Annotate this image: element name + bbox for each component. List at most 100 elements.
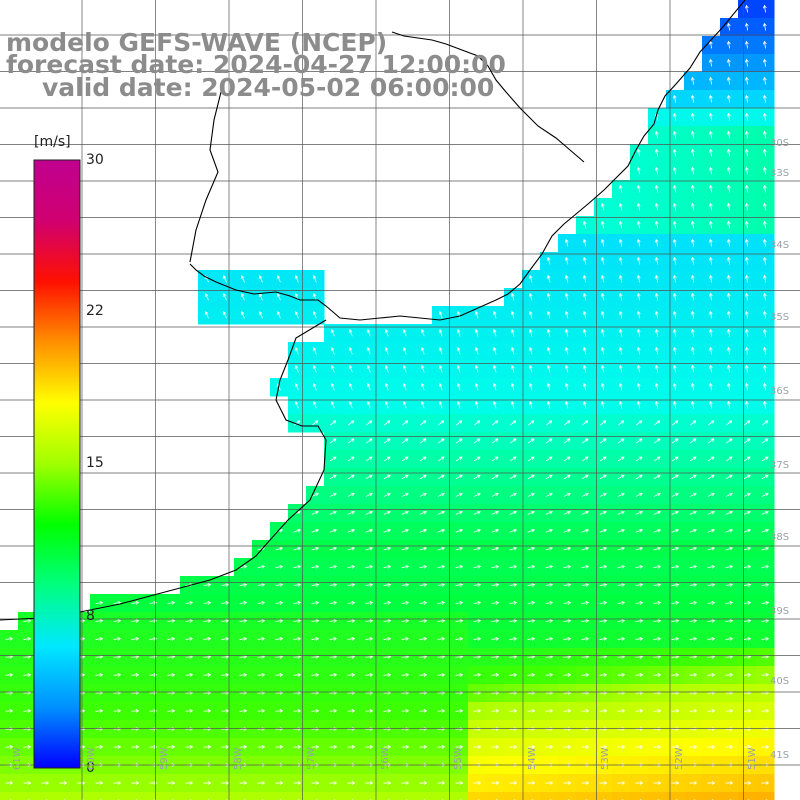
wind-arrow (744, 94, 749, 103)
wind-arrow (600, 382, 605, 391)
wind-arrow (653, 438, 661, 444)
wind-arrow (654, 256, 659, 265)
wind-arrow (401, 709, 410, 713)
wind-arrow (725, 600, 734, 605)
wind-arrow (653, 564, 662, 569)
wind-arrow (762, 166, 767, 175)
wind-arrow (636, 256, 641, 265)
wind-arrow (23, 636, 32, 641)
wind-arrow (690, 76, 695, 85)
wind-arrow (563, 456, 571, 462)
wind-arrow (654, 420, 661, 426)
wind-arrow (617, 781, 626, 785)
wind-arrow (636, 364, 641, 373)
wind-arrow (239, 709, 248, 713)
wind-arrow (473, 673, 482, 677)
lat-label: 35S (770, 312, 790, 323)
wind-arrow (401, 781, 410, 785)
wind-arrow (221, 600, 230, 605)
wind-arrow (545, 510, 553, 515)
wind-arrow (311, 528, 320, 533)
wind-arrow (113, 781, 122, 785)
wind-arrow (546, 292, 551, 301)
wind-arrow (635, 456, 643, 462)
wind-arrow (545, 636, 554, 641)
wind-arrow (635, 564, 644, 569)
wind-arrow (690, 130, 695, 139)
wind-arrow (311, 564, 320, 569)
wind-arrow (600, 346, 605, 355)
wind-arrow (744, 4, 749, 13)
wind-arrow (527, 781, 536, 785)
wind-arrow (743, 456, 751, 462)
wind-arrow (635, 474, 643, 480)
wind-arrow (672, 274, 677, 283)
wind-arrow (581, 636, 590, 641)
wind-arrow (581, 582, 590, 587)
wind-arrow (545, 564, 554, 569)
wind-arrow (348, 365, 353, 373)
wind-arrow (456, 328, 461, 337)
wind-arrow (185, 600, 194, 605)
wind-arrow (383, 600, 392, 605)
wind-cell (666, 792, 685, 800)
wind-cell (108, 792, 127, 800)
wind-arrow (528, 346, 533, 355)
coastline (0, 0, 746, 621)
wind-arrow (582, 220, 587, 229)
wind-arrow (455, 781, 464, 785)
wind-arrow (221, 709, 230, 713)
wind-arrow (293, 745, 302, 749)
wind-arrow (95, 673, 104, 677)
wind-arrow (690, 148, 695, 157)
wind-arrow (312, 311, 317, 319)
wind-arrow (509, 456, 517, 462)
wind-arrow (636, 202, 641, 211)
wind-arrow (690, 166, 695, 175)
wind-arrow (473, 438, 481, 444)
wind-arrow (690, 292, 695, 301)
wind-arrow (707, 618, 716, 623)
wind-arrow (635, 600, 644, 605)
wind-arrow (419, 709, 428, 713)
wind-arrow (744, 328, 749, 337)
wind-arrow (239, 564, 248, 569)
wind-arrow (5, 636, 14, 641)
wind-arrow (672, 166, 677, 175)
wind-arrow (581, 673, 590, 677)
wind-arrow (564, 256, 569, 265)
wind-arrow (762, 76, 767, 85)
wind-arrow (311, 709, 320, 713)
model-title: modelo GEFS-WAVE (NCEP) (6, 28, 388, 57)
wind-arrow (455, 546, 464, 551)
wind-arrow (636, 184, 641, 193)
lat-label: 30S (770, 138, 790, 149)
wind-arrow (725, 709, 734, 713)
wind-arrow (563, 564, 572, 569)
lon-label: 59W (159, 747, 170, 770)
wind-arrow (167, 636, 176, 641)
wind-arrow (762, 310, 767, 319)
wind-arrow (743, 492, 751, 497)
wind-arrow (113, 618, 122, 623)
wind-arrow (690, 382, 695, 391)
wind-arrow (617, 528, 626, 533)
wind-arrow (437, 618, 446, 623)
wind-arrow (653, 745, 662, 749)
wind-arrow (438, 382, 443, 391)
wind-cell (162, 792, 181, 800)
wind-arrow (527, 709, 536, 713)
wind-arrow (330, 383, 335, 391)
wind-arrow (762, 292, 767, 301)
wind-arrow (347, 745, 356, 749)
wind-arrow (653, 492, 661, 497)
wind-arrow (725, 510, 733, 515)
wind-arrow (437, 528, 446, 533)
wind-arrow (564, 238, 569, 247)
wind-arrow (509, 709, 518, 713)
wind-arrow (348, 329, 353, 337)
wind-arrow (581, 564, 590, 569)
wind-arrow (600, 420, 607, 426)
wind-arrow (401, 582, 410, 587)
wind-arrow (348, 401, 353, 409)
